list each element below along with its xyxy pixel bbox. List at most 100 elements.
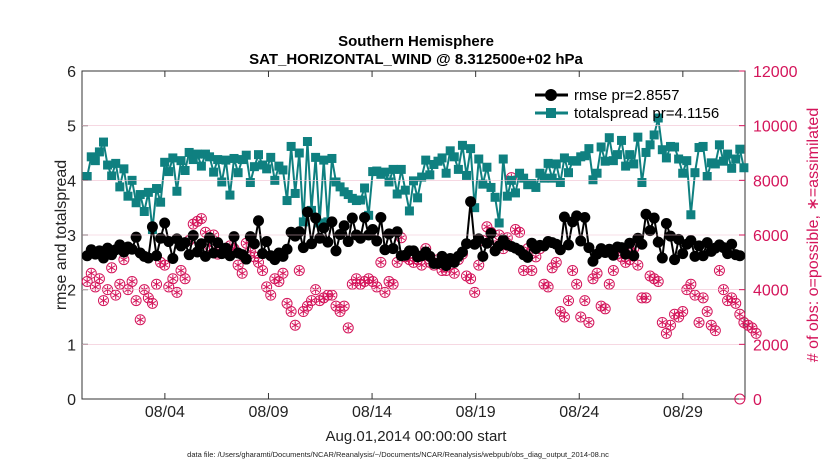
obs-assimilated-point xyxy=(254,258,263,267)
y-tick-label-left: 1 xyxy=(67,337,76,354)
totalspread-point xyxy=(698,141,708,151)
obs-possible-point xyxy=(367,275,379,287)
totalspread-point xyxy=(555,178,565,188)
totalspread-point xyxy=(633,132,643,142)
obs-possible-point xyxy=(693,316,705,328)
rmse-point xyxy=(563,239,575,251)
totalspread-point xyxy=(413,193,423,203)
totalspread-point xyxy=(425,170,435,180)
y-tick-label-right: 12000 xyxy=(753,64,798,81)
obs-assimilated-point xyxy=(107,263,116,272)
rmse-point xyxy=(326,216,338,228)
totalspread-point xyxy=(298,217,308,227)
totalspread-point xyxy=(588,175,598,185)
rmse-point xyxy=(554,244,566,256)
rmse-point xyxy=(648,212,660,224)
obs-assimilated-point xyxy=(572,280,581,289)
x-tick-label: 08/24 xyxy=(559,404,599,421)
obs-possible-point xyxy=(726,292,738,304)
totalspread-point xyxy=(103,160,113,170)
obs-possible-point xyxy=(151,278,163,290)
totalspread-point xyxy=(645,140,655,150)
totalspread-point xyxy=(657,145,667,155)
rmse-point xyxy=(660,218,672,230)
totalspread-point xyxy=(115,182,125,192)
obs-assimilated-point xyxy=(128,277,136,286)
obs-assimilated-point xyxy=(177,266,185,275)
obs-assimilated-point xyxy=(662,329,671,338)
obs-assimilated-point xyxy=(752,329,760,338)
totalspread-point xyxy=(559,153,569,163)
totalspread-point xyxy=(396,164,406,174)
obs-assimilated-point xyxy=(715,266,724,275)
obs-possible-point xyxy=(685,278,697,290)
rmse-point xyxy=(583,242,595,254)
totalspread-point xyxy=(531,182,541,192)
totalspread-point xyxy=(107,171,117,181)
obs-assimilated-point xyxy=(711,326,720,335)
totalspread-point xyxy=(319,155,329,165)
rmse-point xyxy=(228,231,240,243)
totalspread-point xyxy=(213,155,223,165)
totalspread-point xyxy=(286,141,296,151)
obs-possible-point xyxy=(465,273,477,285)
obs-assimilated-point xyxy=(552,258,560,267)
totalspread-point xyxy=(551,159,561,169)
obs-assimilated-point xyxy=(528,266,536,275)
obs-possible-point xyxy=(350,273,362,285)
obs-assimilated-point xyxy=(556,307,565,316)
totalspread-point xyxy=(327,153,337,163)
totalspread-point xyxy=(474,154,484,164)
totalspread-point xyxy=(302,137,312,147)
obs-assimilated-point xyxy=(283,299,291,308)
obs-assimilated-point xyxy=(303,302,312,311)
totalspread-point xyxy=(172,186,182,196)
totalspread-point xyxy=(294,148,304,158)
totalspread-point xyxy=(653,113,663,123)
rmse-point xyxy=(628,250,640,262)
obs-possible-point xyxy=(469,286,481,298)
obs-assimilated-point xyxy=(601,304,609,313)
obs-assimilated-point xyxy=(275,277,283,286)
rmse-point xyxy=(248,238,260,250)
totalspread-point xyxy=(714,140,724,150)
obs-possible-point xyxy=(579,295,591,307)
rmse-point xyxy=(375,212,387,224)
rmse-point xyxy=(318,222,330,234)
rmse-point xyxy=(297,242,309,254)
rmse-point xyxy=(342,236,354,248)
totalspread-point xyxy=(217,177,227,187)
obs-assimilated-point xyxy=(132,296,140,305)
totalspread-point xyxy=(674,154,684,164)
obs-possible-point xyxy=(746,322,758,334)
y-tick-label-right: 10000 xyxy=(753,119,798,136)
rmse-point xyxy=(624,237,636,249)
rmse-point xyxy=(522,251,534,263)
y-tick-label-left: 0 xyxy=(67,392,76,409)
totalspread-point xyxy=(682,156,692,166)
obs-possible-point xyxy=(85,267,97,279)
rmse-point xyxy=(677,248,689,260)
rmse-point xyxy=(195,238,207,250)
obs-possible-point xyxy=(575,311,587,323)
obs-assimilated-point xyxy=(748,323,756,332)
obs-possible-point xyxy=(652,275,664,287)
totalspread-point xyxy=(719,156,729,166)
totalspread-point xyxy=(457,140,467,150)
totalspread-point xyxy=(702,172,712,182)
totalspread-point xyxy=(710,159,720,169)
obs-possible-point xyxy=(134,314,146,326)
obs-possible-point xyxy=(338,300,350,312)
totalspread-point xyxy=(470,203,480,213)
axis-layer: 08/04 08/09 08/14 08/19 08/24 08/29 0 1 2 3 4 5 6 0 20… xyxy=(67,64,798,421)
obs-possible-point xyxy=(195,213,207,225)
totalspread-point xyxy=(392,189,402,199)
obs-assimilated-point xyxy=(577,313,585,321)
totalspread-point xyxy=(580,151,590,161)
totalspread-point xyxy=(739,163,749,173)
totalspread-point xyxy=(535,168,545,178)
totalspread-point xyxy=(543,158,553,168)
totalspread-point xyxy=(417,172,427,182)
obs-possible-point xyxy=(285,306,297,318)
obs-assimilated-point xyxy=(605,280,614,289)
